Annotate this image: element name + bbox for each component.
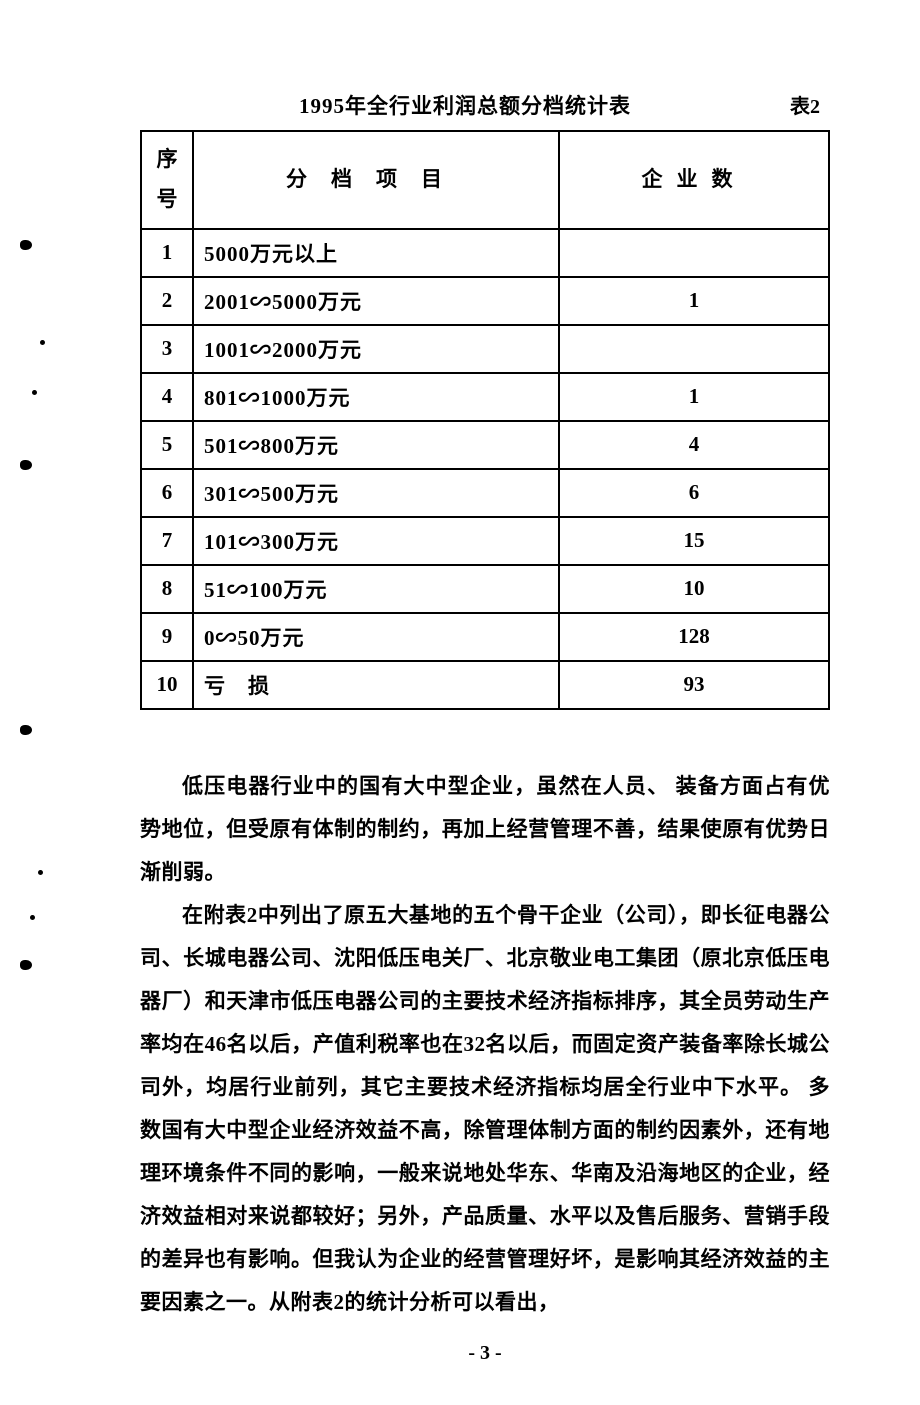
cell-index: 8 (141, 565, 193, 613)
table-caption-row: 1995年全行业利润总额分档统计表 表2 (140, 90, 830, 120)
table-row: 3 1001∽2000万元 (141, 325, 829, 373)
col-header-count: 企业数 (559, 131, 829, 229)
cell-category: 801∽1000万元 (193, 373, 559, 421)
col-header-category: 分档项目 (193, 131, 559, 229)
table-row: 5 501∽800万元 4 (141, 421, 829, 469)
table-title: 1995年全行业利润总额分档统计表 (140, 90, 790, 120)
cell-count: 15 (559, 517, 829, 565)
cell-category: 亏 损 (193, 661, 559, 709)
cell-count (559, 325, 829, 373)
cell-index: 9 (141, 613, 193, 661)
table-header-row: 序号 分档项目 企业数 (141, 131, 829, 229)
cell-category: 0∽50万元 (193, 613, 559, 661)
cell-index: 4 (141, 373, 193, 421)
cell-category: 1001∽2000万元 (193, 325, 559, 373)
table-row: 2 2001∽5000万元 1 (141, 277, 829, 325)
table-row: 10 亏 损 93 (141, 661, 829, 709)
paragraph: 在附表2中列出了原五大基地的五个骨干企业（公司），即长征电器公司、长城电器公司、… (140, 894, 830, 1324)
table-row: 4 801∽1000万元 1 (141, 373, 829, 421)
cell-count: 93 (559, 661, 829, 709)
page-number: - 3 - (140, 1342, 830, 1365)
cell-index: 6 (141, 469, 193, 517)
table-row: 6 301∽500万元 6 (141, 469, 829, 517)
cell-count: 10 (559, 565, 829, 613)
table-row: 8 51∽100万元 10 (141, 565, 829, 613)
cell-index: 5 (141, 421, 193, 469)
document-page: 1995年全行业利润总额分档统计表 表2 序号 分档项目 企业数 1 5000万… (0, 0, 920, 1405)
table-row: 1 5000万元以上 (141, 229, 829, 277)
cell-category: 501∽800万元 (193, 421, 559, 469)
cell-category: 2001∽5000万元 (193, 277, 559, 325)
cell-index: 1 (141, 229, 193, 277)
profit-tier-table: 序号 分档项目 企业数 1 5000万元以上 2 2001∽5000万元 1 3… (140, 130, 830, 710)
cell-category: 301∽500万元 (193, 469, 559, 517)
cell-category: 5000万元以上 (193, 229, 559, 277)
body-paragraphs: 低压电器行业中的国有大中型企业，虽然在人员、 装备方面占有优势地位，但受原有体制… (140, 765, 830, 1325)
col-header-seq: 序号 (141, 131, 193, 229)
cell-count: 1 (559, 373, 829, 421)
cell-index: 7 (141, 517, 193, 565)
table-row: 9 0∽50万元 128 (141, 613, 829, 661)
cell-count: 4 (559, 421, 829, 469)
paragraph: 低压电器行业中的国有大中型企业，虽然在人员、 装备方面占有优势地位，但受原有体制… (140, 765, 830, 894)
table-number-label: 表2 (790, 90, 820, 119)
table-body: 1 5000万元以上 2 2001∽5000万元 1 3 1001∽2000万元… (141, 229, 829, 709)
cell-index: 3 (141, 325, 193, 373)
cell-category: 51∽100万元 (193, 565, 559, 613)
cell-count: 128 (559, 613, 829, 661)
cell-category: 101∽300万元 (193, 517, 559, 565)
table-row: 7 101∽300万元 15 (141, 517, 829, 565)
cell-count (559, 229, 829, 277)
cell-index: 10 (141, 661, 193, 709)
cell-index: 2 (141, 277, 193, 325)
cell-count: 6 (559, 469, 829, 517)
cell-count: 1 (559, 277, 829, 325)
